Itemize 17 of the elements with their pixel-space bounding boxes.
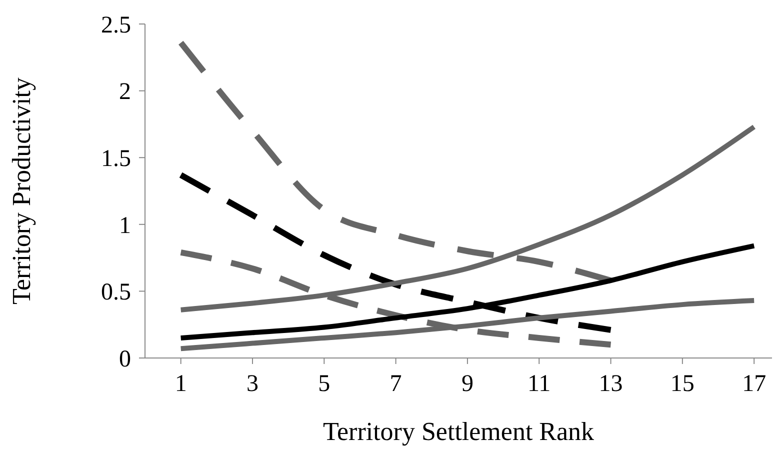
- y-tick-label: 1.5: [101, 146, 131, 172]
- x-tick-label: 13: [598, 371, 623, 397]
- x-axis-title: Territory Settlement Rank: [322, 417, 594, 446]
- x-tick-label: 3: [246, 371, 258, 397]
- y-axis-title: Territory Productivity: [7, 77, 36, 305]
- x-tick-label: 1: [174, 371, 187, 397]
- y-tick-label: 0: [119, 346, 131, 372]
- y-tick-label: 2: [119, 79, 131, 106]
- x-tick-label: 9: [461, 371, 474, 397]
- y-tick-label: 0.5: [101, 280, 131, 306]
- y-tick-label: 1: [119, 212, 131, 239]
- x-tick-label: 5: [318, 371, 330, 397]
- x-tick-label: 11: [528, 371, 551, 397]
- x-tick-label: 7: [390, 371, 402, 397]
- y-tick-label: 2.5: [101, 12, 131, 38]
- x-tick-label: 17: [742, 371, 766, 397]
- x-tick-label: 15: [670, 371, 694, 397]
